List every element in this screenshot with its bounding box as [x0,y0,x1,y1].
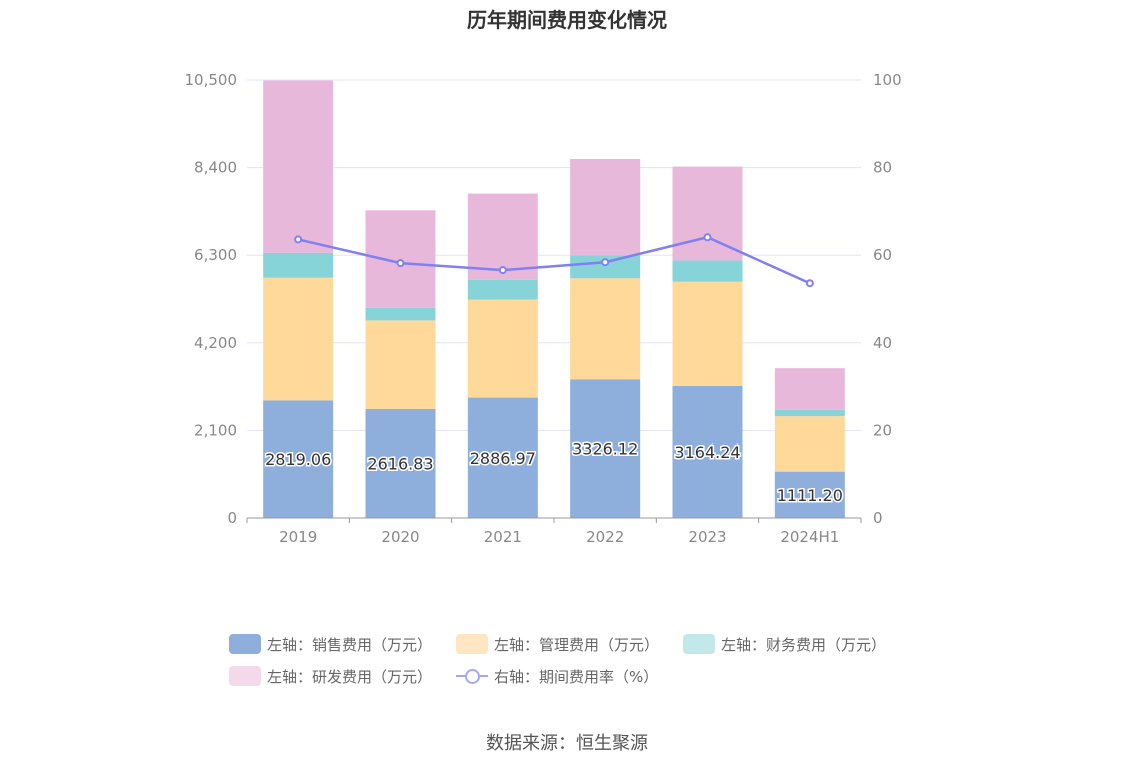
rate-point [498,266,507,275]
bar-data-label: 2819.06 [265,450,331,469]
bar-segment [570,255,641,279]
y-right-tick-label: 80 [873,159,892,177]
legend-swatch-admin [456,634,489,654]
bar-segment [774,471,845,518]
bar-segment [774,409,845,417]
x-tick-label: 2021 [484,528,522,546]
bar-segment [672,260,743,282]
legend-swatch-finance [683,634,716,654]
bar-segment [672,166,743,261]
legend-item-sales[interactable]: 左轴：销售费用（万元） [229,634,432,655]
x-tick-label: 2024H1 [780,528,839,546]
y-left-tick-label: 6,300 [194,246,237,264]
bar-segment [263,400,334,518]
bar-segment [774,368,845,410]
legend-row-1: 左轴：销售费用（万元） 左轴：管理费用（万元） 左轴：财务费用（万元） [229,628,929,660]
x-tick-label: 2020 [381,528,419,546]
y-left-tick-label: 4,200 [194,334,237,352]
x-tick-label: 2019 [279,528,317,546]
rate-point [396,259,405,268]
rate-point [601,258,610,267]
bar-segment [672,386,743,518]
bar-segment [263,80,334,253]
source-note: 数据来源：恒生聚源 [486,733,648,754]
legend-swatch-sales [229,634,261,654]
bar-segment [570,159,641,256]
bar-segment [365,408,436,518]
legend-item-admin[interactable]: 左轴：管理费用（万元） [456,634,659,655]
chart-title: 历年期间费用变化情况 [467,8,667,32]
bar-segment [365,320,436,409]
chart-legend: 左轴：销售费用（万元） 左轴：管理费用（万元） 左轴：财务费用（万元） 左轴：研… [229,628,929,692]
y-left-tick-label: 0 [227,509,237,527]
bar-data-label: 3326.12 [572,440,638,459]
legend-label-admin: 左轴：管理费用（万元） [494,635,660,654]
y-left-tick-label: 8,400 [194,159,237,177]
rate-point [703,233,712,242]
y-right-tick-label: 20 [873,421,892,439]
y-right-tick-label: 100 [873,71,902,89]
bar-segment [570,278,641,380]
bar-segment [467,193,538,280]
legend-item-rate[interactable]: 右轴：期间费用率（%） [456,666,658,687]
legend-label-sales: 左轴：销售费用（万元） [267,635,433,654]
legend-item-finance[interactable]: 左轴：财务费用（万元） [683,634,886,655]
y-right-tick-label: 0 [873,509,883,527]
bar-segment [263,252,334,278]
bar-segment [774,416,845,472]
bar-segment [365,307,436,321]
y-left-tick-label: 2,100 [194,421,237,439]
bar-data-label: 1111.20 [777,486,843,505]
y-right-tick-label: 60 [873,246,892,264]
legend-swatch-rnd [229,666,261,686]
legend-row-2: 左轴：研发费用（万元） 右轴：期间费用率（%） [229,660,929,692]
legend-item-rnd[interactable]: 左轴：研发费用（万元） [229,666,432,687]
rate-point [805,279,814,288]
bar-data-label: 2616.83 [367,454,433,473]
bar-segment [263,277,334,401]
y-left-tick-label: 10,500 [185,71,238,89]
bar-segment [467,279,538,300]
x-tick-label: 2023 [688,528,726,546]
legend-swatch-rate [456,666,489,686]
x-tick-label: 2022 [586,528,624,546]
bar-segment [467,397,538,518]
bar-data-label: 2886.97 [470,449,536,468]
legend-label-rate: 右轴：期间费用率（%） [494,667,659,686]
y-right-tick-label: 40 [873,334,892,352]
rate-line [297,235,811,285]
legend-label-finance: 左轴：财务费用（万元） [721,635,887,654]
bar-segment [570,379,641,518]
legend-label-rnd: 左轴：研发费用（万元） [267,667,433,686]
rate-point [294,235,303,244]
bar-segment [672,281,743,387]
bar-data-label: 3164.24 [674,443,740,462]
bar-segment [467,299,538,398]
